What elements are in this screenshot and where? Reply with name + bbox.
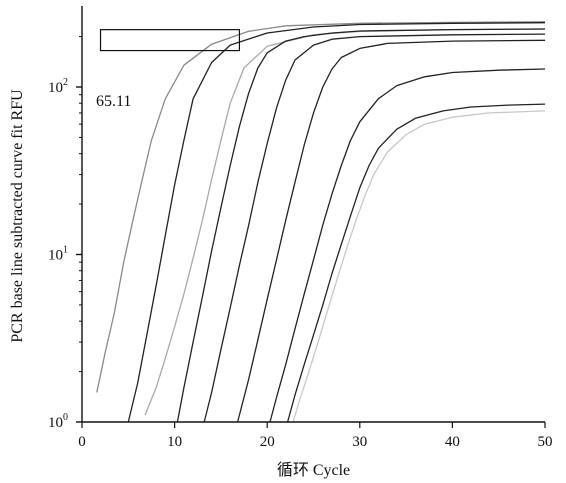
y-tick-label: 100 — [48, 412, 68, 431]
x-axis-title: 循环 Cycle — [277, 461, 350, 479]
y-axis-title: PCR base line subtracted curve fit RFU — [9, 89, 26, 343]
threshold-value-label: 65.11 — [96, 93, 131, 110]
x-tick-label: 10 — [167, 434, 182, 450]
axes — [81, 6, 545, 423]
amplification-curve-8 — [286, 103, 546, 423]
x-ticks: 0 10 20 30 40 50 — [78, 422, 553, 450]
y-ticks: 100 101 102 — [48, 36, 82, 431]
amplification-curve-6 — [236, 39, 546, 423]
x-tick-label: 0 — [78, 434, 86, 450]
amplification-curve-1 — [96, 21, 546, 393]
threshold-box — [99, 29, 241, 52]
x-tick-label: 50 — [538, 434, 553, 450]
amplification-curve-2 — [127, 22, 546, 423]
series-layer — [96, 21, 546, 423]
y-tick-label: 102 — [48, 77, 68, 96]
x-tick-label: 40 — [445, 434, 460, 450]
x-tick-label: 30 — [352, 434, 367, 450]
amplification-curve-3 — [144, 28, 546, 416]
amplification-curve-5 — [203, 33, 546, 423]
amplification-curve-4 — [176, 28, 546, 423]
x-tick-label: 20 — [260, 434, 275, 450]
amplification-curve-9 — [292, 110, 546, 423]
amplification-curve-7 — [269, 68, 546, 423]
y-tick-label: 101 — [48, 245, 68, 264]
